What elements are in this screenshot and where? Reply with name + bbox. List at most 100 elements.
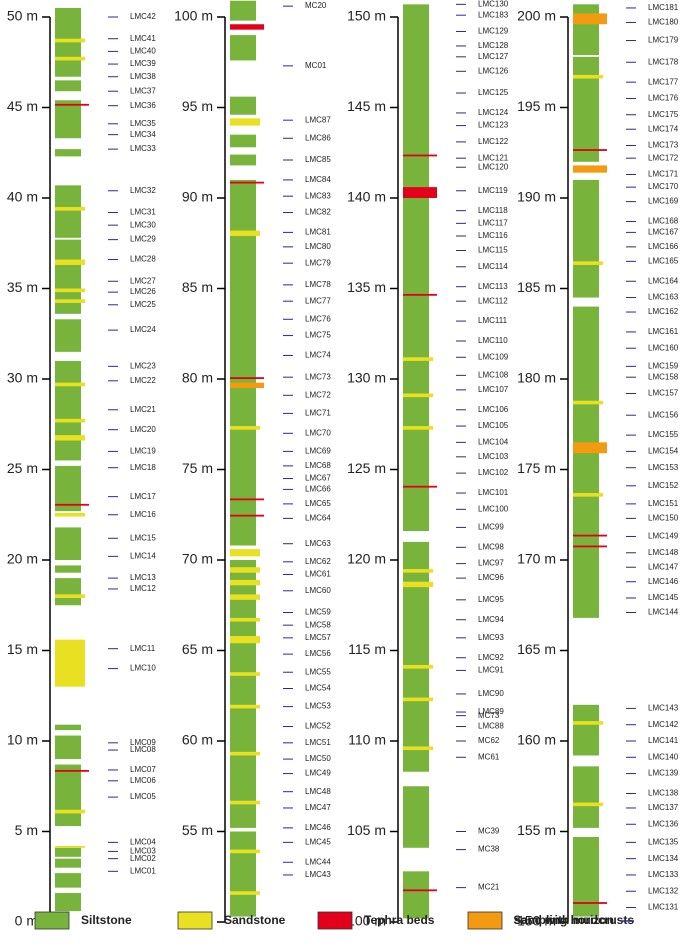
bed bbox=[573, 56, 599, 162]
bed bbox=[230, 617, 260, 622]
y-tick-label: 15 m bbox=[7, 641, 38, 657]
bed bbox=[403, 871, 429, 919]
bed bbox=[230, 154, 256, 166]
sample-label: MC73 bbox=[478, 711, 500, 720]
y-tick-label: 90 m bbox=[182, 189, 213, 205]
bed bbox=[230, 498, 264, 501]
sample-label: LMC171 bbox=[648, 170, 679, 179]
y-tick-label: 75 m bbox=[182, 460, 213, 476]
bed bbox=[573, 802, 603, 807]
sample-label: LMC19 bbox=[130, 447, 156, 456]
sample-label: LMC99 bbox=[478, 523, 504, 532]
bed bbox=[55, 360, 81, 461]
y-tick-label: 195 m bbox=[517, 98, 556, 114]
bed bbox=[55, 207, 85, 211]
sample-label: LMC65 bbox=[305, 499, 331, 508]
bed bbox=[230, 181, 264, 184]
sample-label: LMC52 bbox=[305, 722, 331, 731]
sample-label: LMC132 bbox=[648, 886, 679, 895]
bed bbox=[55, 893, 81, 912]
sample-label: LMC32 bbox=[130, 186, 156, 195]
bed bbox=[55, 149, 81, 157]
sample-label: LMC101 bbox=[478, 488, 509, 497]
sample-label: LMC112 bbox=[478, 296, 508, 305]
sample-label: LMC08 bbox=[130, 745, 156, 754]
sample-label: LMC111 bbox=[478, 316, 508, 325]
sample-label: LMC62 bbox=[305, 557, 331, 566]
sample-label: LMC160 bbox=[648, 343, 679, 352]
y-tick-label: 130 m bbox=[347, 370, 386, 386]
sample-label: LMC136 bbox=[648, 819, 679, 828]
sample-label: LMC20 bbox=[130, 425, 156, 434]
bed bbox=[230, 118, 260, 126]
bed bbox=[573, 179, 599, 298]
y-tick-label: 40 m bbox=[7, 189, 38, 205]
sample-label: LMC172 bbox=[648, 153, 679, 162]
bed bbox=[230, 377, 264, 379]
bed bbox=[55, 382, 85, 387]
sample-label: LMC125 bbox=[478, 88, 509, 97]
sample-label: LMC11 bbox=[130, 644, 156, 653]
sample-label: LMC137 bbox=[648, 803, 679, 812]
bed bbox=[55, 809, 85, 814]
bed bbox=[230, 35, 256, 61]
sample-label: LMC04 bbox=[130, 837, 156, 846]
y-tick-label: 145 m bbox=[347, 98, 386, 114]
sample-label: LMC126 bbox=[478, 66, 509, 75]
sample-label: LMC128 bbox=[478, 41, 509, 50]
sample-label: LMC164 bbox=[648, 276, 679, 285]
sample-label: LMC157 bbox=[648, 389, 679, 398]
bed bbox=[55, 527, 81, 560]
bed bbox=[55, 100, 81, 139]
y-tick-label: 140 m bbox=[347, 189, 386, 205]
bed bbox=[573, 902, 607, 904]
y-tick-label: 35 m bbox=[7, 279, 38, 295]
sample-label: LMC61 bbox=[305, 570, 331, 579]
sample-label: LMC123 bbox=[478, 121, 509, 130]
sample-label: LMC45 bbox=[305, 837, 331, 846]
sample-label: LMC173 bbox=[648, 141, 679, 150]
bed bbox=[573, 261, 603, 265]
sample-label: LMC147 bbox=[648, 562, 679, 571]
y-tick-label: 180 m bbox=[517, 370, 556, 386]
sample-label: LMC113 bbox=[478, 282, 508, 291]
bed bbox=[230, 179, 256, 546]
sample-label: LMC139 bbox=[648, 769, 679, 778]
sample-label: LMC118 bbox=[478, 206, 508, 215]
bed bbox=[230, 831, 256, 917]
y-tick-label: 100 m bbox=[174, 8, 213, 24]
sample-label: LMC82 bbox=[305, 208, 331, 217]
sample-label: LMC56 bbox=[305, 649, 331, 658]
bed bbox=[403, 786, 429, 848]
bed bbox=[573, 165, 607, 173]
y-tick-label: 125 m bbox=[347, 460, 386, 476]
bed bbox=[403, 154, 437, 157]
sample-label: LMC23 bbox=[130, 361, 156, 370]
sample-label: LMC78 bbox=[305, 280, 331, 289]
sample-label: LMC175 bbox=[648, 110, 679, 119]
sample-label: LMC29 bbox=[130, 235, 156, 244]
sample-label: LMC127 bbox=[478, 52, 509, 61]
sample-label: LMC14 bbox=[130, 551, 156, 560]
sample-label: LMC85 bbox=[305, 155, 331, 164]
bed bbox=[403, 4, 429, 532]
bed bbox=[573, 545, 607, 548]
sample-label: LMC143 bbox=[648, 704, 679, 713]
bed bbox=[230, 560, 256, 828]
bed bbox=[230, 230, 260, 237]
bed bbox=[403, 889, 437, 892]
sample-label: LMC178 bbox=[648, 57, 679, 66]
sample-label: LMC55 bbox=[305, 667, 331, 676]
sample-label: LMC48 bbox=[305, 787, 331, 796]
bed bbox=[55, 103, 89, 106]
bed bbox=[403, 393, 433, 398]
y-tick-label: 135 m bbox=[347, 279, 386, 295]
y-tick-label: 100 m bbox=[347, 913, 386, 929]
bed bbox=[573, 74, 603, 79]
sample-label: LMC107 bbox=[478, 385, 509, 394]
legend-swatch bbox=[317, 911, 353, 930]
bed bbox=[230, 672, 260, 676]
sample-label: LMC79 bbox=[305, 258, 331, 267]
bed bbox=[573, 704, 599, 756]
